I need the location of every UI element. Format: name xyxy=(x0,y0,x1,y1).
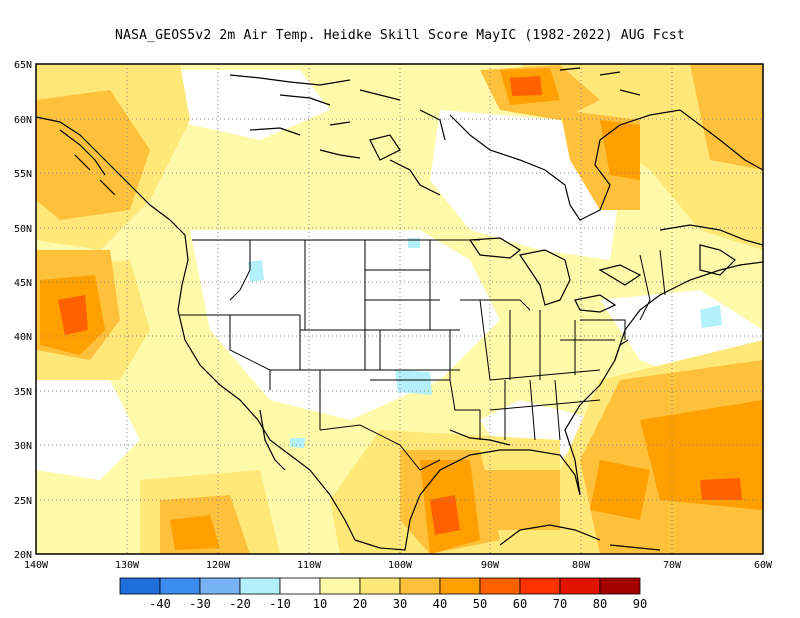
lon-tick-label: 60W xyxy=(754,560,773,571)
lon-tick-label: 100W xyxy=(388,560,413,571)
colorbar-swatch xyxy=(279,577,321,595)
colorbar: -40 -30 -20 -10 10 20 30 40 50 60 70 80 90 xyxy=(119,577,647,611)
colorbar-label: 60 xyxy=(513,597,527,611)
lat-tick-label: 20N xyxy=(14,550,32,561)
colorbar-swatch xyxy=(239,577,281,595)
colorbar-swatch xyxy=(479,577,521,595)
colorbar-swatch xyxy=(319,577,361,595)
colorbar-label: 40 xyxy=(433,597,447,611)
lat-tick-label: 35N xyxy=(14,387,32,398)
lon-tick-label: 70W xyxy=(663,560,682,571)
lon-tick-label: 90W xyxy=(481,560,500,571)
colorbar-label: 30 xyxy=(393,597,407,611)
colorbar-label: 20 xyxy=(353,597,367,611)
colorbar-label: -20 xyxy=(229,597,251,611)
colorbar-swatch xyxy=(559,577,601,595)
colorbar-swatch xyxy=(359,577,401,595)
lon-tick-label: 120W xyxy=(206,560,231,571)
lat-tick-label: 55N xyxy=(14,169,32,180)
lon-tick-label: 140W xyxy=(24,560,49,571)
chart-title: NASA_GEOS5v2 2m Air Temp. Heidke Skill S… xyxy=(115,28,685,43)
lat-tick-label: 45N xyxy=(14,278,32,289)
colorbar-swatch xyxy=(159,577,201,595)
colorbar-label: 80 xyxy=(593,597,607,611)
colorbar-label: -40 xyxy=(149,597,171,611)
colorbar-swatch xyxy=(519,577,561,595)
lon-tick-labels: 140W 130W 120W 110W 100W 90W 80W 70W 60W xyxy=(24,560,773,571)
lat-tick-labels: 65N 60N 55N 50N 45N 40N 35N 30N 25N 20N xyxy=(14,60,32,561)
state-borders xyxy=(180,239,666,471)
lat-tick-label: 60N xyxy=(14,115,32,126)
colorbar-label: 10 xyxy=(313,597,327,611)
grid-lines xyxy=(36,64,763,554)
colorbar-label: -30 xyxy=(189,597,211,611)
plot-frame xyxy=(35,63,764,555)
colorbar-label: 90 xyxy=(633,597,647,611)
colorbar-label: 70 xyxy=(553,597,567,611)
colorbar-swatch xyxy=(439,577,481,595)
lat-tick-label: 50N xyxy=(14,224,32,235)
colorbar-swatch xyxy=(399,577,441,595)
lat-tick-label: 25N xyxy=(14,496,32,507)
lon-tick-label: 80W xyxy=(572,560,591,571)
lon-tick-label: 130W xyxy=(115,560,140,571)
lat-tick-label: 30N xyxy=(14,441,32,452)
colorbar-swatch xyxy=(599,577,641,595)
colorbar-label: -10 xyxy=(269,597,291,611)
lat-tick-label: 40N xyxy=(14,332,32,343)
colorbar-swatch xyxy=(119,577,161,595)
colorbar-label: 50 xyxy=(473,597,487,611)
colorbar-swatch xyxy=(199,577,241,595)
lon-tick-label: 110W xyxy=(297,560,322,571)
lat-tick-label: 65N xyxy=(14,60,32,71)
